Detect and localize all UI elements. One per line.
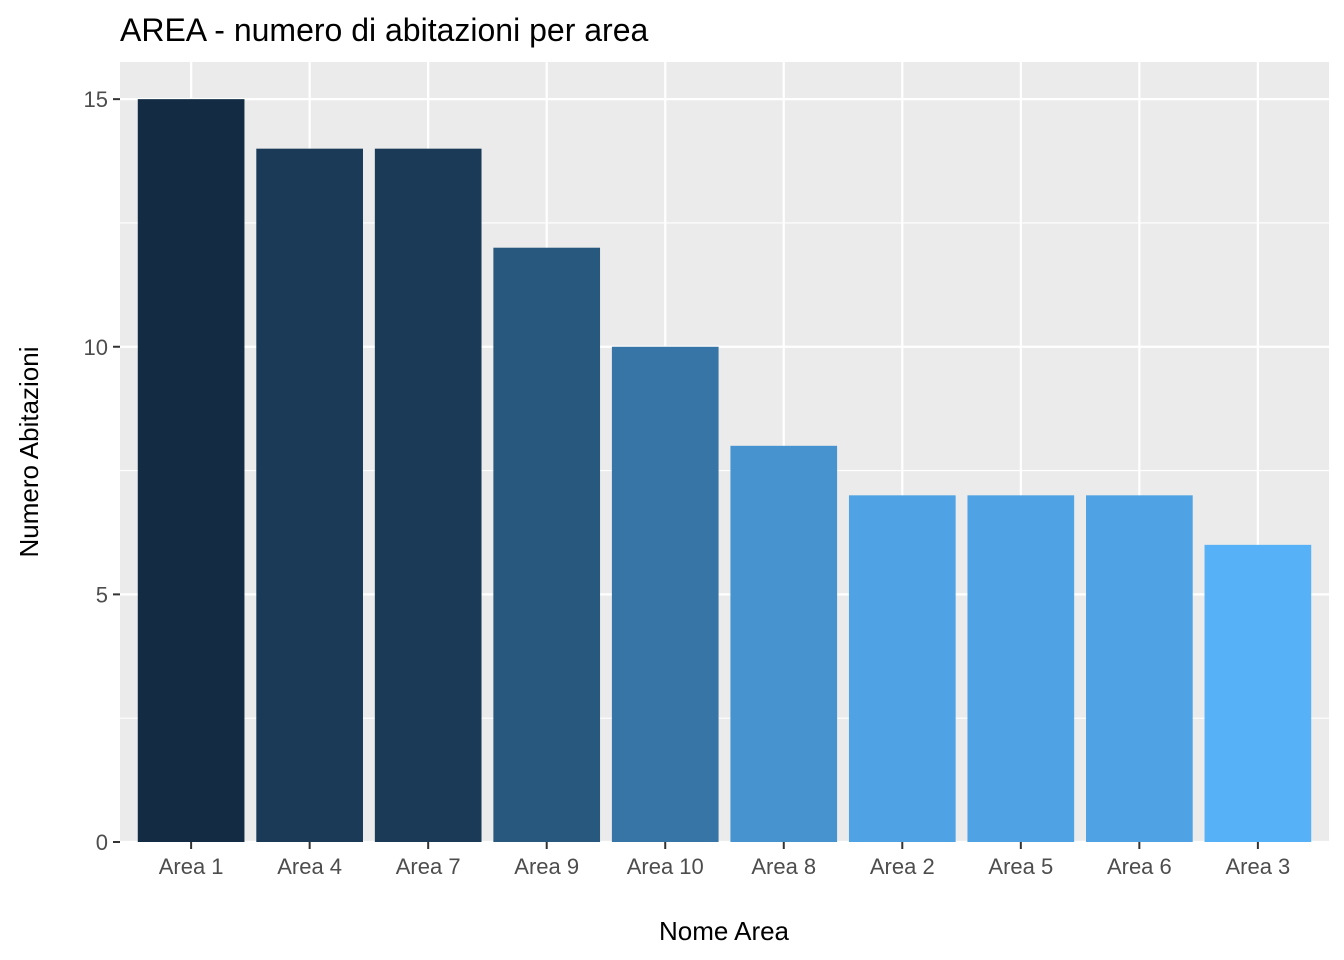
x-tick-label: Area 4 (277, 854, 342, 879)
bar (1204, 544, 1312, 842)
bar (493, 247, 601, 842)
y-tick-label: 5 (96, 582, 108, 607)
bar (967, 495, 1075, 842)
bar (611, 346, 719, 842)
y-tick-label: 15 (84, 87, 108, 112)
x-tick-label: Area 8 (751, 854, 816, 879)
x-axis-title: Nome Area (659, 916, 790, 946)
bars (137, 99, 1312, 842)
x-tick-label: Area 1 (159, 854, 224, 879)
x-tick-label: Area 7 (396, 854, 461, 879)
x-tick-label: Area 2 (870, 854, 935, 879)
bar (730, 445, 838, 842)
x-tick-label: Area 3 (1225, 854, 1290, 879)
bar (137, 99, 245, 842)
x-axis: Area 1 Area 4 Area 7 Area 9 Area 10 Area 8 Are… (159, 842, 1290, 879)
y-axis: 0 5 10 15 (84, 87, 120, 855)
chart-title: AREA - numero di abitazioni per area (120, 12, 648, 48)
bar (848, 495, 956, 842)
y-axis-title: Numero Abitazioni (14, 347, 44, 558)
x-tick-label: Area 9 (514, 854, 579, 879)
y-tick-label: 10 (84, 335, 108, 360)
x-tick-label: Area 10 (627, 854, 704, 879)
bar (1086, 495, 1193, 842)
x-tick-label: Area 6 (1107, 854, 1172, 879)
bar (256, 148, 363, 842)
y-tick-label: 0 (96, 830, 108, 855)
bar (374, 148, 482, 842)
x-tick-label: Area 5 (988, 854, 1053, 879)
